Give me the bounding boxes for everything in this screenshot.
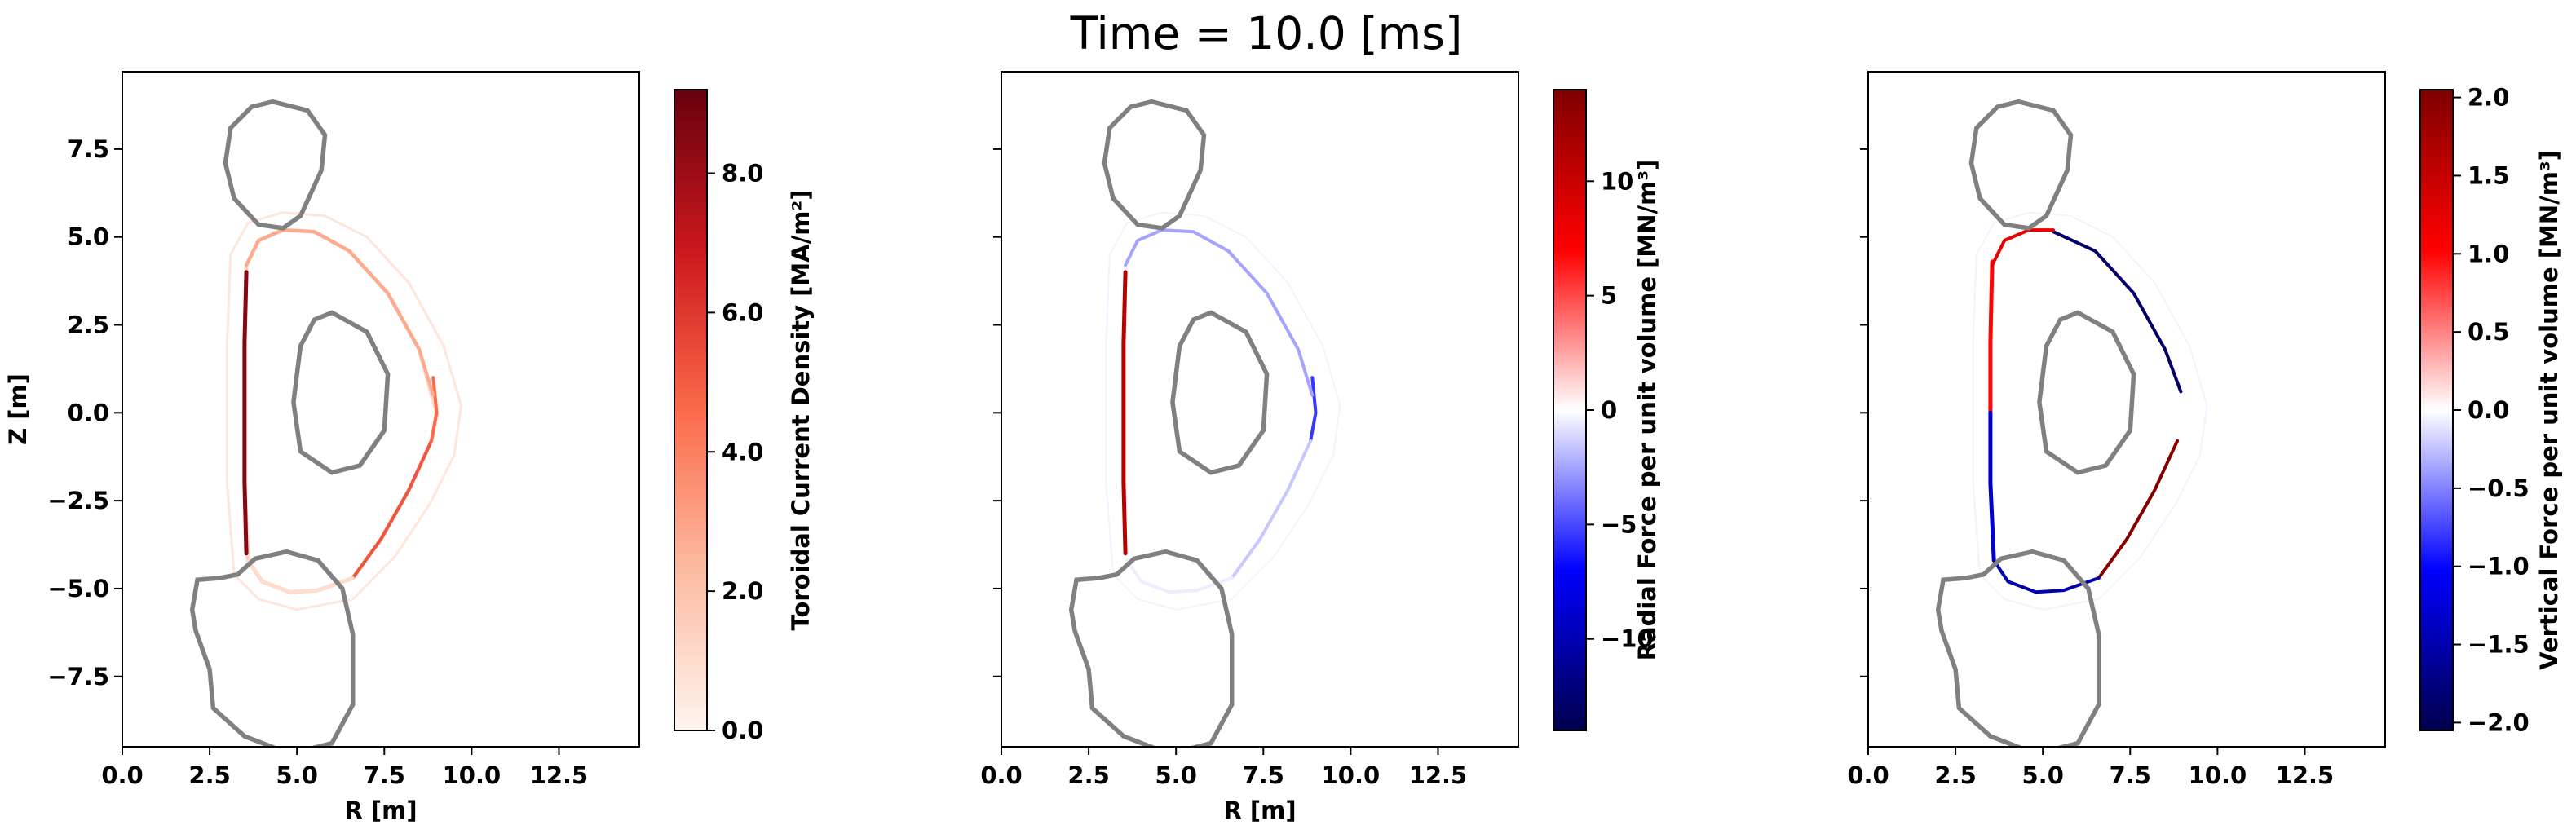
region-top-left-arc bbox=[1991, 228, 2055, 267]
colorbar-gradient bbox=[674, 89, 708, 731]
plot-area bbox=[1068, 99, 1341, 747]
x-tick-label: 2.5 bbox=[1067, 761, 1109, 789]
region-outboard-upper bbox=[2052, 230, 2183, 394]
colorbar-gradient bbox=[1553, 89, 1587, 731]
plot-area bbox=[189, 99, 463, 747]
subplot-1: 0.0 2.5 5.0 7.5 10.0 12.5 7.5 5.0 2.5 0.0 −2.5 −5.0… bbox=[4, 71, 815, 824]
colorbar-tick-label: −2.0 bbox=[2468, 708, 2530, 736]
region-outboard-lower bbox=[2097, 439, 2180, 580]
colorbar-label: Radial Force per unit volume [MN/m³] bbox=[1633, 160, 1661, 661]
colorbar-tick-label: 6.0 bbox=[722, 298, 763, 326]
figure-title: Time = 10.0 [ms] bbox=[1070, 7, 1463, 60]
x-tick-label: 5.0 bbox=[276, 761, 318, 789]
lower-coil-outline bbox=[1935, 549, 2101, 747]
region-lower-arc bbox=[1125, 558, 1234, 594]
region-inboard-leg bbox=[242, 270, 249, 556]
subplot-3: 0.0 2.5 5.0 7.5 10.0 12.5 2.0 1.5 1.0 0.5 0.0 −0.5 −… bbox=[1847, 71, 2563, 789]
subplot-group: 0.0 2.5 5.0 7.5 10.0 12.5 7.5 5.0 2.5 0.0 −2.5 −5.0… bbox=[4, 71, 2563, 824]
x-tick-label: 2.5 bbox=[188, 761, 230, 789]
x-tick-label: 12.5 bbox=[2276, 761, 2335, 789]
colorbar-tick-label: −5 bbox=[1601, 510, 1637, 538]
colorbar: 2.0 1.5 1.0 0.5 0.0 −0.5 −1.0 −1.5 −2.0 Vertical … bbox=[2419, 84, 2563, 736]
colorbar-tick-label: 1.0 bbox=[2468, 240, 2509, 267]
region-inboard-upper bbox=[1988, 259, 1995, 415]
lower-coil-outline bbox=[189, 549, 356, 747]
region-outboard-lower bbox=[351, 439, 434, 580]
x-tick-label: 10.0 bbox=[443, 761, 502, 789]
axes-frame bbox=[122, 71, 640, 748]
y-tick-label: −7.5 bbox=[47, 663, 109, 691]
y-tick-label: −5.0 bbox=[47, 575, 109, 602]
colorbar-tick-label: 8.0 bbox=[722, 160, 763, 188]
upper-coil-outline bbox=[1102, 99, 1207, 231]
colorbar-tick-label: 0.5 bbox=[2468, 318, 2509, 346]
colorbar-label: Toroidal Current Density [MA/m²] bbox=[787, 190, 815, 631]
central-coil-outline bbox=[291, 310, 391, 475]
x-tick-label: 0.0 bbox=[1847, 761, 1889, 789]
x-tick-label: 7.5 bbox=[364, 761, 405, 789]
central-coil-outline bbox=[2037, 310, 2136, 475]
colorbar-tick-label: 0.0 bbox=[2468, 396, 2509, 424]
region-top-arc bbox=[245, 228, 435, 397]
region-inboard-lower bbox=[1988, 410, 1996, 563]
region-lower-arc bbox=[246, 558, 355, 594]
x-tick-label: 0.0 bbox=[101, 761, 143, 789]
x-tick-label: 12.5 bbox=[530, 761, 589, 789]
plot-area bbox=[1935, 99, 2208, 747]
x-tick-label: 7.5 bbox=[2110, 761, 2151, 789]
x-tick-label: 0.0 bbox=[980, 761, 1022, 789]
y-tick-label: 5.0 bbox=[68, 223, 109, 251]
central-coil-outline bbox=[1170, 310, 1270, 475]
x-tick-label: 10.0 bbox=[1322, 761, 1381, 789]
colorbar: 0.0 2.0 4.0 6.0 8.0 Toroidal Current Density … bbox=[674, 89, 815, 744]
colorbar-tick-label: 0.0 bbox=[722, 717, 763, 744]
plasma-outer-contour bbox=[1105, 211, 1341, 611]
lower-coil-outline bbox=[1068, 549, 1235, 747]
x-tick-label: 2.5 bbox=[1934, 761, 1976, 789]
upper-coil-outline bbox=[223, 99, 328, 231]
colorbar-tick-label: 1.5 bbox=[2468, 161, 2509, 189]
region-outboard-middle bbox=[430, 376, 439, 443]
region-lower-arc bbox=[1992, 558, 2101, 594]
colorbar-tick-label: 5 bbox=[1601, 282, 1617, 310]
plasma-outer-contour bbox=[1972, 211, 2208, 611]
axes-frame bbox=[1867, 71, 2386, 748]
region-outboard-lower bbox=[1230, 439, 1313, 580]
plasma-outer-contour bbox=[226, 210, 463, 611]
axes-frame bbox=[1001, 71, 1519, 748]
region-outboard-middle bbox=[1309, 376, 1318, 443]
colorbar-gradient bbox=[2419, 89, 2454, 731]
y-tick-label: 0.0 bbox=[68, 399, 109, 426]
x-tick-label: 5.0 bbox=[1155, 761, 1197, 789]
x-tick-label: 5.0 bbox=[2022, 761, 2064, 789]
y-tick-label: 2.5 bbox=[68, 311, 109, 339]
colorbar-tick-label: −1.5 bbox=[2468, 631, 2530, 659]
y-tick-label: 7.5 bbox=[68, 135, 109, 163]
colorbar-tick-label: −1.0 bbox=[2468, 553, 2530, 580]
colorbar-tick-label: 0 bbox=[1601, 396, 1617, 424]
region-inboard-leg bbox=[1121, 270, 1128, 556]
subplot-2: 0.0 2.5 5.0 7.5 10.0 12.5 R [m] 10 5 0 −5 −10Radial… bbox=[980, 71, 1661, 824]
upper-coil-outline bbox=[1968, 99, 2074, 231]
colorbar-tick-label: −10 bbox=[1601, 625, 1654, 653]
x-tick-label: 10.0 bbox=[2189, 761, 2247, 789]
colorbar-tick-label: −0.5 bbox=[2468, 474, 2530, 502]
x-tick-label: 12.5 bbox=[1409, 761, 1468, 789]
x-axis-label: R [m] bbox=[344, 796, 417, 824]
region-top-arc bbox=[1124, 228, 1315, 397]
y-tick-label: −2.5 bbox=[47, 487, 109, 514]
colorbar-tick-label: 10 bbox=[1601, 167, 1633, 195]
colorbar-tick-label: 2.0 bbox=[2468, 84, 2509, 112]
colorbar-tick-label: 2.0 bbox=[722, 577, 763, 605]
x-axis-label: R [m] bbox=[1223, 796, 1296, 824]
colorbar-tick-label: 4.0 bbox=[722, 438, 763, 466]
y-axis-label: Z [m] bbox=[4, 373, 32, 445]
colorbar-label: Vertical Force per unit volume [MN/m³] bbox=[2535, 150, 2563, 670]
x-tick-label: 7.5 bbox=[1243, 761, 1284, 789]
